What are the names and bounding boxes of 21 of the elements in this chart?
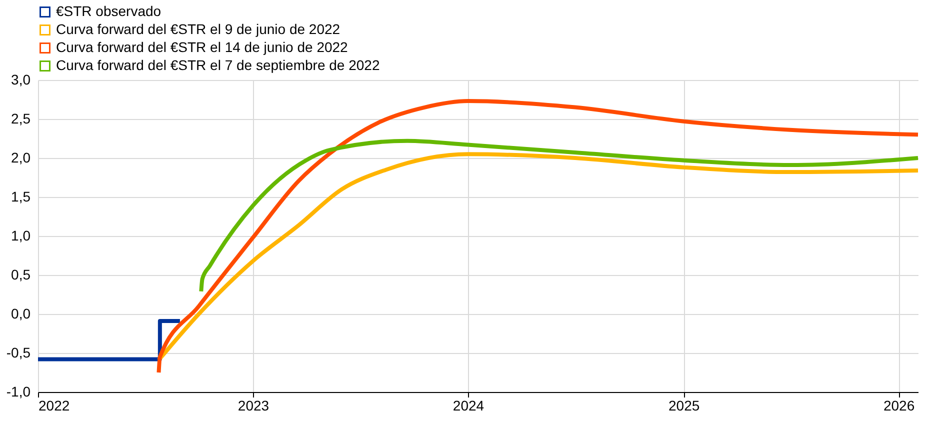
y-tick-label: 3,0 [11,72,31,88]
x-tick-label: 2023 [238,398,270,414]
y-tick-label: -1,0 [6,384,31,400]
y-tick-label: 2,5 [11,110,31,126]
legend-label: Curva forward del €STR el 9 de junio de 2022 [56,21,340,37]
line-series [199,138,920,294]
line-series [156,99,920,374]
y-tick-label: 0,0 [11,306,31,322]
line-series [156,152,920,362]
y-tick-label: 2,0 [11,150,31,166]
y-tick-label: 0,5 [11,266,31,282]
legend-label: Curva forward del €STR el 7 de septiembre de 2022 [56,57,380,73]
y-tick-label: -0,5 [6,344,31,360]
y-tick-label: 1,5 [11,188,31,204]
x-tick-label: 2025 [668,398,700,414]
legend-label: €STR observado [56,3,162,19]
legend-label: Curva forward del €STR el 14 de junio de 2022 [56,39,348,55]
x-tick-label: 2022 [38,398,70,414]
x-tick-label: 2024 [452,398,484,414]
y-tick-label: 1,0 [11,228,31,244]
x-tick-label: 2026 [883,398,915,414]
